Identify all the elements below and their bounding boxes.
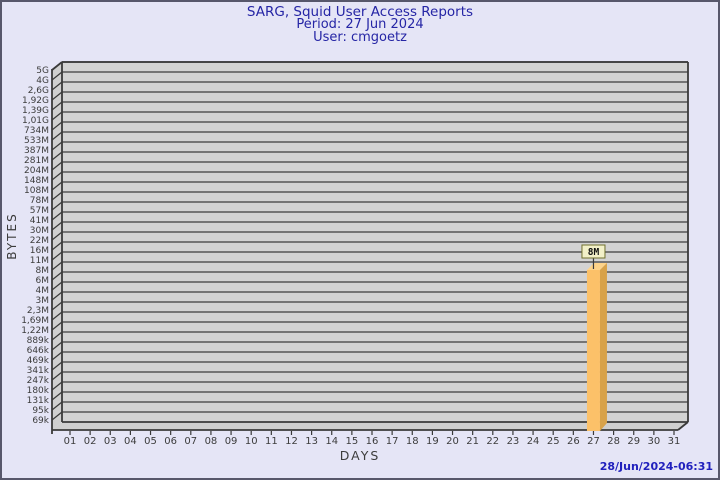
svg-text:4M: 4M [36, 286, 50, 296]
svg-text:28: 28 [607, 436, 620, 447]
svg-text:11: 11 [265, 436, 278, 447]
svg-text:180k: 180k [27, 386, 50, 396]
svg-text:341k: 341k [27, 366, 50, 376]
bar-value-label: 8M [588, 247, 600, 258]
svg-text:17: 17 [386, 436, 399, 447]
svg-text:09: 09 [225, 436, 238, 447]
svg-text:02: 02 [84, 436, 97, 447]
svg-text:6M: 6M [36, 276, 50, 286]
svg-text:734M: 734M [24, 126, 49, 136]
svg-text:13: 13 [305, 436, 318, 447]
svg-text:533M: 533M [24, 136, 49, 146]
svg-text:10: 10 [245, 436, 258, 447]
svg-text:1,92G: 1,92G [22, 96, 49, 106]
chart-title: SARG, Squid User Access Reports [246, 4, 474, 20]
x-axis-title: DAYS [339, 448, 381, 463]
svg-text:31: 31 [668, 436, 681, 447]
svg-text:24: 24 [527, 436, 540, 447]
svg-text:387M: 387M [24, 146, 49, 156]
svg-text:25: 25 [547, 436, 560, 447]
svg-text:16: 16 [366, 436, 379, 447]
svg-text:131k: 131k [27, 396, 50, 406]
svg-text:01: 01 [64, 436, 77, 447]
svg-text:281M: 281M [24, 156, 49, 166]
svg-text:4G: 4G [36, 76, 49, 86]
svg-text:2,6G: 2,6G [28, 86, 49, 96]
svg-text:05: 05 [144, 436, 157, 447]
svg-text:3M: 3M [36, 296, 50, 306]
chart-period: Period: 27 Jun 2024 [296, 17, 424, 32]
svg-text:108M: 108M [24, 186, 49, 196]
svg-text:469k: 469k [27, 356, 50, 366]
svg-text:08: 08 [205, 436, 218, 447]
y-axis-tick-labels: 5G4G2,6G1,92G1,39G1,01G734M533M387M281M2… [21, 66, 50, 426]
svg-text:26: 26 [567, 436, 580, 447]
svg-text:889k: 889k [27, 336, 50, 346]
svg-text:23: 23 [507, 436, 520, 447]
svg-text:14: 14 [325, 436, 338, 447]
data-bar-day-27 [586, 263, 607, 431]
svg-text:30M: 30M [30, 226, 49, 236]
generation-timestamp: 28/Jun/2024-06:31 [599, 460, 713, 473]
svg-text:20: 20 [446, 436, 459, 447]
chart-user: User: cmgoetz [313, 29, 407, 45]
svg-text:27: 27 [587, 436, 600, 447]
svg-text:57M: 57M [30, 206, 49, 216]
svg-text:29: 29 [627, 436, 640, 447]
svg-text:11M: 11M [30, 256, 49, 266]
y-axis-ticks [51, 61, 63, 421]
svg-text:78M: 78M [30, 196, 49, 206]
svg-text:03: 03 [104, 436, 117, 447]
chart-title-block: SARG, Squid User Access Reports Period: … [2, 4, 718, 45]
svg-text:1,01G: 1,01G [22, 116, 49, 126]
svg-text:204M: 204M [24, 166, 49, 176]
svg-text:06: 06 [164, 436, 177, 447]
svg-text:148M: 148M [24, 176, 49, 186]
svg-text:19: 19 [426, 436, 439, 447]
svg-text:95k: 95k [32, 406, 49, 416]
svg-text:1,69M: 1,69M [21, 316, 49, 326]
svg-text:07: 07 [184, 436, 197, 447]
gridlines [62, 61, 688, 413]
x-axis-tick-labels: 01 02 03 04 05 06 07 08 09 10 11 12 13 14 15 16 17 18 19 20… [64, 436, 681, 447]
svg-text:1,22M: 1,22M [21, 326, 49, 336]
svg-text:15: 15 [345, 436, 358, 447]
svg-text:41M: 41M [30, 216, 49, 226]
svg-text:646k: 646k [27, 346, 50, 356]
svg-text:12: 12 [285, 436, 298, 447]
svg-text:69k: 69k [32, 416, 49, 426]
svg-text:1,39G: 1,39G [22, 106, 49, 116]
svg-text:22: 22 [486, 436, 499, 447]
svg-text:22M: 22M [30, 236, 49, 246]
bar-value-callout: 8M [581, 244, 606, 269]
svg-text:8M: 8M [36, 266, 50, 276]
svg-text:5G: 5G [36, 66, 49, 76]
svg-text:247k: 247k [27, 376, 50, 386]
plot-front-edges [51, 61, 689, 434]
svg-text:16M: 16M [30, 246, 49, 256]
svg-text:30: 30 [647, 436, 660, 447]
svg-text:2,3M: 2,3M [27, 306, 49, 316]
x-axis-ticks [69, 431, 675, 435]
svg-text:21: 21 [466, 436, 479, 447]
svg-text:18: 18 [406, 436, 419, 447]
plot-back-edges [61, 61, 689, 423]
svg-text:04: 04 [124, 436, 137, 447]
